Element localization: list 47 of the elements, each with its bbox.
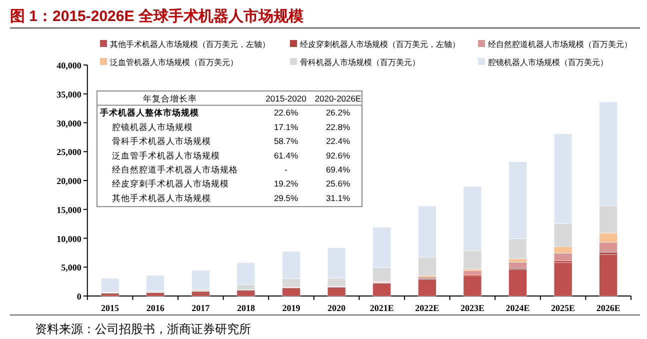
x-tick-label: 2021E [370, 303, 394, 313]
y-tick-label: 0 [76, 292, 82, 302]
annotation: - [284, 164, 288, 174]
text: 资料来源：公司招股书，浙商证券研究所 [35, 322, 251, 336]
x-tick-label: 2022E [415, 303, 440, 313]
annotation: 19.2% [274, 178, 298, 189]
x-tick-label: 2018 [236, 303, 256, 313]
annotation: 92.6% [326, 150, 350, 160]
annotation: 22.8% [326, 122, 350, 132]
y-tick-label: 20,000 [56, 176, 82, 186]
annotation: 年复合增长率 [143, 94, 197, 104]
y-tick-label: 30,000 [56, 118, 82, 128]
y-tick-label: 35,000 [56, 89, 82, 100]
chart-title: 图 1：2015-2026E 全球手术机器人市场规模 [10, 7, 304, 25]
annotation: 22.6% [274, 108, 298, 118]
annotation: 骨科手术机器人市场规模 [112, 136, 211, 146]
x-tick-label: 2020 [328, 303, 346, 313]
annotation: 2015-2020 [266, 94, 307, 104]
x-tick-label: 2017 [192, 303, 210, 313]
y-tick-label: 15,000 [56, 204, 82, 215]
x-tick-label: 2025E [551, 303, 576, 313]
annotation: 31.1% [326, 192, 350, 203]
annotation: 26.2% [326, 108, 350, 118]
annotation: 29.5% [274, 192, 298, 203]
x-tick-label: 2024E [506, 303, 530, 313]
annotation: 泛血管手术机器人市场规模 [112, 150, 220, 160]
y-tick-label: 10,000 [56, 234, 82, 244]
x-tick-label: 2023E [460, 303, 484, 313]
annotation: 经皮穿刺手术机器人市场规模 [112, 178, 229, 189]
annotation: 22.4% [326, 136, 350, 146]
annotation: 25.6% [326, 178, 350, 189]
annotation: 58.7% [274, 136, 298, 146]
annotation: 手术机器人整体市场规模 [99, 108, 200, 118]
annotation: 其他手术机器人市场规模 [112, 192, 211, 203]
x-tick-label: 2019 [282, 303, 301, 313]
annotation: 61.4% [274, 150, 298, 160]
x-tick-label: 2026E [596, 303, 620, 313]
y-tick-label: 5,000 [61, 262, 82, 273]
annotation: 腔镜机器人市场规模 [112, 122, 193, 132]
annotation: 经自然腔道手术机器人市场规格 [112, 164, 238, 174]
x-tick-label: 2016 [146, 303, 165, 313]
y-tick-label: 40,000 [56, 60, 82, 70]
annotation: 17.1% [274, 122, 298, 132]
annotation: 2020-2026E [314, 94, 362, 104]
x-tick-label: 2015 [101, 303, 120, 313]
y-tick-label: 25,000 [56, 147, 82, 158]
annotation: 69.4% [326, 164, 350, 174]
